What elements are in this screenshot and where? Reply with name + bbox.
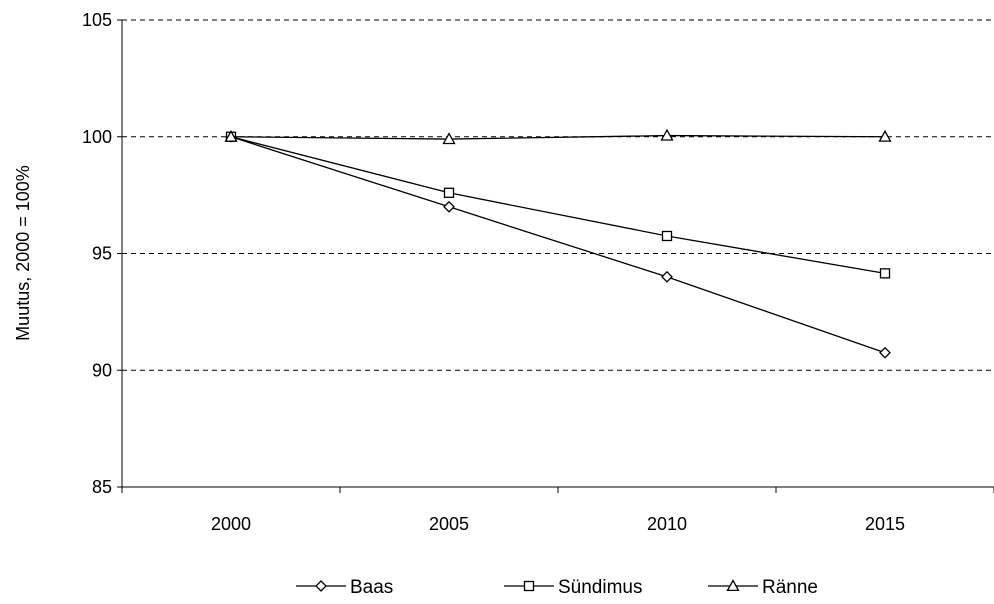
axes bbox=[117, 19, 994, 493]
y-tick-label: 95 bbox=[92, 244, 112, 264]
x-tick-labels: 2000 2005 2010 2015 bbox=[211, 514, 905, 534]
series-line-r-nne bbox=[230, 134, 886, 140]
y-tick-label: 105 bbox=[82, 10, 112, 30]
series-baas bbox=[225, 130, 891, 359]
series bbox=[224, 128, 892, 359]
legend: Baas Sündimus Ränne bbox=[296, 577, 818, 598]
legend-label-r-nne: Ränne bbox=[762, 577, 818, 598]
series-s-ndimus bbox=[225, 131, 891, 279]
y-tick-label: 100 bbox=[82, 127, 112, 147]
data-point-r-nne bbox=[224, 129, 238, 142]
y-axis-title: Muutus, 2000 = 100% bbox=[13, 165, 33, 341]
legend-item-baas: Baas bbox=[296, 577, 393, 598]
legend-item-s-ndimus: Sündimus bbox=[504, 577, 643, 598]
y-tick-label: 90 bbox=[92, 360, 112, 380]
y-tick-labels: 85 90 95 100 105 bbox=[82, 10, 112, 497]
legend-marker-r-nne bbox=[726, 579, 740, 592]
data-point-r-nne bbox=[878, 129, 892, 142]
legend-label-s-ndimus: Sündimus bbox=[558, 577, 643, 598]
legend-marker-s-ndimus bbox=[523, 580, 535, 592]
data-point-s-ndimus bbox=[443, 187, 455, 198]
y-tick-label: 85 bbox=[92, 477, 112, 497]
data-point-s-ndimus bbox=[879, 268, 891, 279]
x-tick-label: 2005 bbox=[429, 514, 469, 534]
data-point-r-nne bbox=[442, 132, 456, 145]
data-point-baas bbox=[661, 270, 673, 283]
gridlines bbox=[122, 19, 994, 371]
data-point-baas bbox=[443, 200, 455, 213]
data-point-s-ndimus bbox=[661, 230, 673, 242]
x-tick-label: 2000 bbox=[211, 514, 251, 534]
series-r-nne bbox=[224, 128, 892, 145]
series-line-baas bbox=[230, 136, 886, 354]
legend-item-r-nne: Ränne bbox=[708, 577, 818, 598]
x-tick-label: 2010 bbox=[647, 514, 687, 534]
legend-label-baas: Baas bbox=[350, 577, 393, 598]
data-point-r-nne bbox=[660, 128, 674, 141]
x-tick-label: 2015 bbox=[865, 514, 905, 534]
data-point-baas bbox=[879, 346, 891, 359]
legend-marker-baas bbox=[315, 580, 327, 592]
series-line-s-ndimus bbox=[230, 136, 886, 274]
